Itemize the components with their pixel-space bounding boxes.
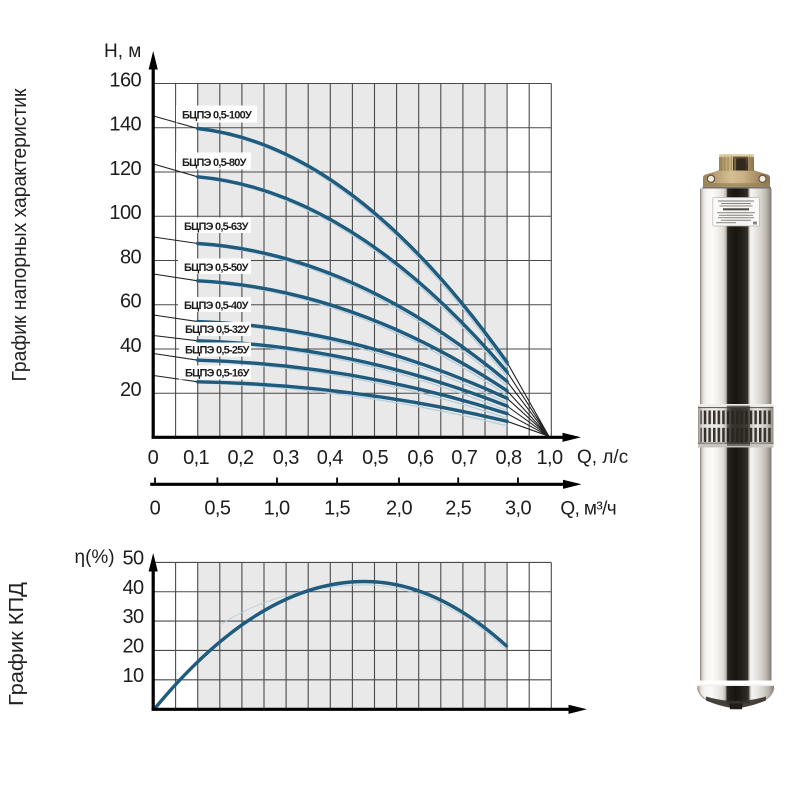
svg-text:1,5: 1,5 xyxy=(324,498,350,520)
svg-text:10: 10 xyxy=(122,665,144,687)
svg-text:60: 60 xyxy=(120,291,142,313)
svg-text:0,6: 0,6 xyxy=(407,447,433,469)
svg-text:Н, м: Н, м xyxy=(104,41,141,62)
svg-text:160: 160 xyxy=(109,69,141,91)
svg-text:0,1: 0,1 xyxy=(183,447,209,469)
svg-text:БЦПЭ 0,5-25У: БЦПЭ 0,5-25У xyxy=(185,345,250,357)
svg-text:0,8: 0,8 xyxy=(495,447,521,469)
svg-text:100: 100 xyxy=(109,202,141,224)
svg-text:140: 140 xyxy=(109,114,141,136)
svg-text:0: 0 xyxy=(148,447,159,469)
svg-text:2,0: 2,0 xyxy=(386,498,412,520)
svg-text:График напорных характеристик: График напорных характеристик xyxy=(9,88,31,381)
svg-text:0: 0 xyxy=(150,498,161,520)
svg-text:БЦПЭ 0,5-40У: БЦПЭ 0,5-40У xyxy=(184,300,249,312)
svg-text:БЦПЭ 0,5-16У: БЦПЭ 0,5-16У xyxy=(185,368,250,380)
svg-text:20: 20 xyxy=(122,636,144,658)
svg-text:30: 30 xyxy=(122,606,144,628)
svg-text:50: 50 xyxy=(122,547,144,569)
svg-text:График КПД: График КПД xyxy=(6,582,28,706)
svg-text:Q, м³/ч: Q, м³/ч xyxy=(560,499,616,520)
svg-text:БЦПЭ 0,5-50У: БЦПЭ 0,5-50У xyxy=(184,262,249,274)
svg-text:2,5: 2,5 xyxy=(445,498,471,520)
svg-text:3,0: 3,0 xyxy=(505,498,531,520)
svg-text:80: 80 xyxy=(120,246,142,268)
svg-text:БЦПЭ 0,5-80У: БЦПЭ 0,5-80У xyxy=(182,157,247,169)
svg-text:0,5: 0,5 xyxy=(204,498,230,520)
svg-text:БЦПЭ 0,5-63У: БЦПЭ 0,5-63У xyxy=(184,221,249,233)
svg-text:БЦПЭ 0,5-32У: БЦПЭ 0,5-32У xyxy=(185,324,250,336)
svg-text:0,7: 0,7 xyxy=(451,447,477,469)
svg-text:40: 40 xyxy=(122,577,144,599)
svg-text:0,4: 0,4 xyxy=(317,447,343,469)
svg-text:1,0: 1,0 xyxy=(264,498,290,520)
svg-text:1,0: 1,0 xyxy=(536,447,562,469)
svg-text:0,3: 0,3 xyxy=(273,447,299,469)
svg-text:0,2: 0,2 xyxy=(227,447,253,469)
svg-text:БЦПЭ 0,5-100У: БЦПЭ 0,5-100У xyxy=(182,110,252,122)
svg-text:Q, л/с: Q, л/с xyxy=(577,447,628,468)
svg-text:40: 40 xyxy=(120,335,142,357)
svg-text:η(%): η(%) xyxy=(75,547,115,568)
svg-text:0,5: 0,5 xyxy=(362,447,388,469)
svg-text:120: 120 xyxy=(109,158,141,180)
svg-text:20: 20 xyxy=(120,379,142,401)
